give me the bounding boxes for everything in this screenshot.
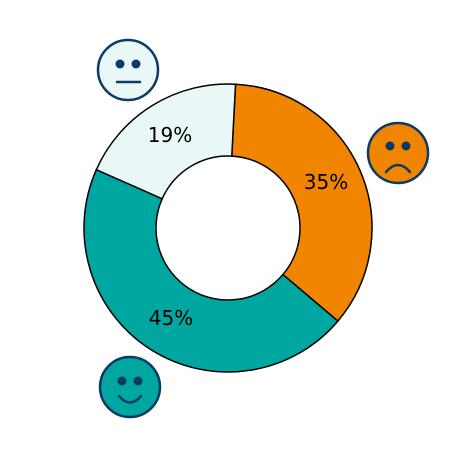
neutral-face-icon	[96, 38, 160, 102]
slices-layer	[83, 83, 373, 373]
slice-label-neutral: 19%	[148, 123, 192, 147]
slice-neutral	[95, 83, 237, 200]
slice-label-sad: 35%	[304, 170, 348, 194]
slice-sad	[230, 83, 373, 323]
happy-face-icon	[98, 355, 162, 419]
sad-face-icon	[366, 121, 430, 185]
labels-layer: 35% 45% 19%	[148, 123, 348, 330]
slice-label-happy: 45%	[149, 306, 193, 330]
slice-happy	[83, 168, 339, 373]
